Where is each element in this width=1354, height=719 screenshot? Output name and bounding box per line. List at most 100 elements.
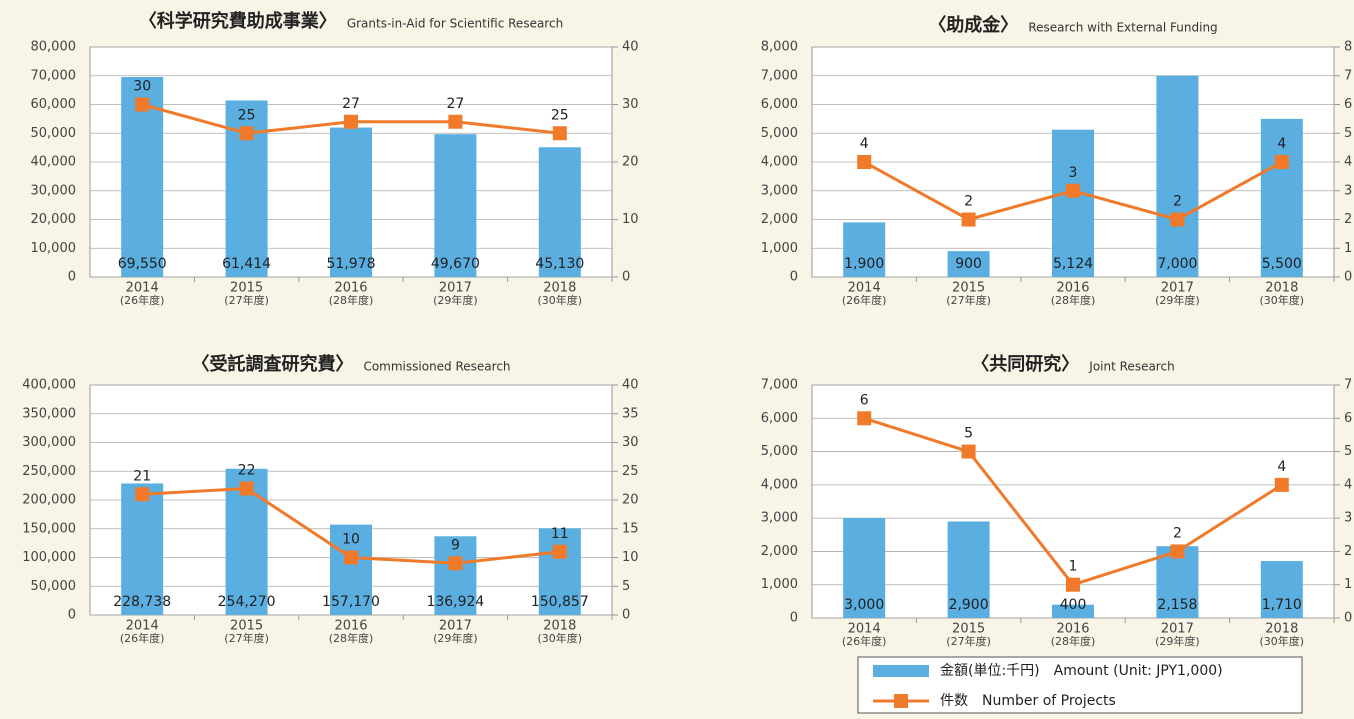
x-fiscal-label: (28年度) [329, 631, 374, 645]
marker [239, 126, 254, 141]
marker [1274, 155, 1289, 169]
x-tick-label: 2015 [230, 619, 263, 634]
line-value-label: 25 [238, 107, 256, 123]
chart-subtitle: Commissioned Research [363, 360, 510, 374]
y-tick-label: 400,000 [22, 378, 76, 393]
x-fiscal-label: (30年度) [1260, 293, 1305, 307]
bar [843, 518, 886, 618]
x-tick-label: 2018 [543, 281, 576, 296]
bar-value-label: 1,710 [1262, 597, 1302, 613]
bar [947, 251, 990, 277]
y2-tick-label: 4 [1344, 155, 1352, 170]
legend-label: 件数 Number of Projects [940, 693, 1116, 709]
y-tick-label: 4,000 [761, 155, 798, 170]
marker [961, 212, 976, 227]
bar-value-label: 254,270 [218, 594, 276, 610]
bar-value-label: 61,414 [222, 256, 271, 272]
line-value-label: 27 [342, 96, 360, 112]
y-tick-label: 5,000 [761, 444, 798, 459]
chart-title: 〈助成金〉 [928, 14, 1018, 36]
x-fiscal-label: (26年度) [842, 634, 887, 648]
x-fiscal-label: (30年度) [1260, 634, 1305, 648]
y-tick-label: 350,000 [22, 406, 76, 421]
x-fiscal-label: (27年度) [946, 634, 991, 648]
bar [1052, 604, 1094, 618]
bar-value-label: 150,857 [531, 594, 589, 610]
bar-value-label: 1,900 [844, 256, 884, 272]
x-tick-label: 2016 [1056, 281, 1089, 296]
legend-marker [894, 694, 908, 708]
y-tick-label: 150,000 [22, 521, 76, 536]
x-tick-label: 2016 [334, 619, 367, 634]
y2-tick-label: 10 [622, 212, 639, 227]
bar-value-label: 3,000 [844, 597, 884, 613]
bar-value-label: 2,900 [949, 597, 989, 613]
x-tick-label: 2018 [1265, 622, 1298, 637]
y-tick-label: 10,000 [31, 241, 77, 256]
x-fiscal-label: (29年度) [1155, 634, 1200, 648]
line-value-label: 4 [860, 136, 869, 152]
chart-subtitle: Joint Research [1088, 360, 1174, 374]
marker [344, 114, 358, 129]
line-value-label: 11 [551, 526, 569, 542]
x-fiscal-label: (26年度) [120, 631, 165, 645]
y-tick-label: 100,000 [22, 550, 76, 565]
y-tick-label: 0 [790, 270, 798, 285]
line-value-label: 9 [451, 537, 460, 553]
line-value-label: 2 [964, 194, 973, 210]
bar-value-label: 5,500 [1262, 256, 1302, 272]
bar [330, 524, 372, 615]
legend-box [857, 656, 1303, 714]
y-tick-label: 8,000 [761, 40, 798, 55]
y2-tick-label: 2 [1344, 544, 1352, 559]
x-tick-label: 2014 [126, 619, 159, 634]
bar [843, 222, 886, 277]
y-tick-label: 80,000 [31, 40, 77, 55]
line-value-label: 3 [1069, 165, 1078, 181]
y-tick-label: 200,000 [22, 493, 76, 508]
x-fiscal-label: (28年度) [1051, 293, 1096, 307]
x-tick-label: 2015 [952, 281, 985, 296]
bar-value-label: 400 [1060, 597, 1087, 613]
x-tick-label: 2015 [230, 281, 263, 296]
y-tick-label: 30,000 [31, 183, 77, 198]
x-fiscal-label: (29年度) [1155, 293, 1200, 307]
y-tick-label: 3,000 [761, 183, 798, 198]
y2-tick-label: 5 [1344, 126, 1352, 141]
y-tick-label: 0 [68, 270, 76, 285]
marker [448, 114, 463, 129]
x-tick-label: 2018 [543, 619, 576, 634]
line-value-label: 10 [342, 532, 360, 548]
line-value-label: 4 [1277, 136, 1286, 152]
y2-tick-label: 8 [1344, 40, 1352, 55]
bar [121, 483, 164, 615]
y2-tick-label: 4 [1344, 477, 1352, 492]
y-tick-label: 6,000 [761, 97, 798, 112]
bar [1052, 129, 1094, 277]
x-tick-label: 2017 [439, 281, 472, 296]
bar [538, 147, 581, 277]
y-tick-label: 60,000 [31, 97, 77, 112]
y2-tick-label: 6 [1344, 97, 1352, 112]
bar-value-label: 136,924 [426, 594, 484, 610]
legend-bar [873, 665, 929, 677]
x-tick-label: 2016 [334, 281, 367, 296]
line-value-label: 30 [133, 79, 151, 95]
marker [1170, 544, 1185, 559]
y2-tick-label: 20 [622, 493, 639, 508]
marker [1066, 183, 1080, 198]
x-fiscal-label: (27年度) [224, 293, 269, 307]
y2-tick-label: 7 [1344, 378, 1352, 393]
y2-tick-label: 0 [622, 608, 630, 623]
bar-value-label: 45,130 [535, 256, 584, 272]
marker [1066, 577, 1080, 592]
line-value-label: 6 [860, 392, 869, 408]
x-tick-label: 2018 [1265, 281, 1298, 296]
x-fiscal-label: (28年度) [329, 293, 374, 307]
marker [239, 481, 254, 496]
y-tick-label: 300,000 [22, 435, 76, 450]
x-fiscal-label: (26年度) [120, 293, 165, 307]
y2-tick-label: 30 [622, 97, 639, 112]
bar-value-label: 49,670 [431, 256, 480, 272]
x-fiscal-label: (30年度) [538, 631, 583, 645]
